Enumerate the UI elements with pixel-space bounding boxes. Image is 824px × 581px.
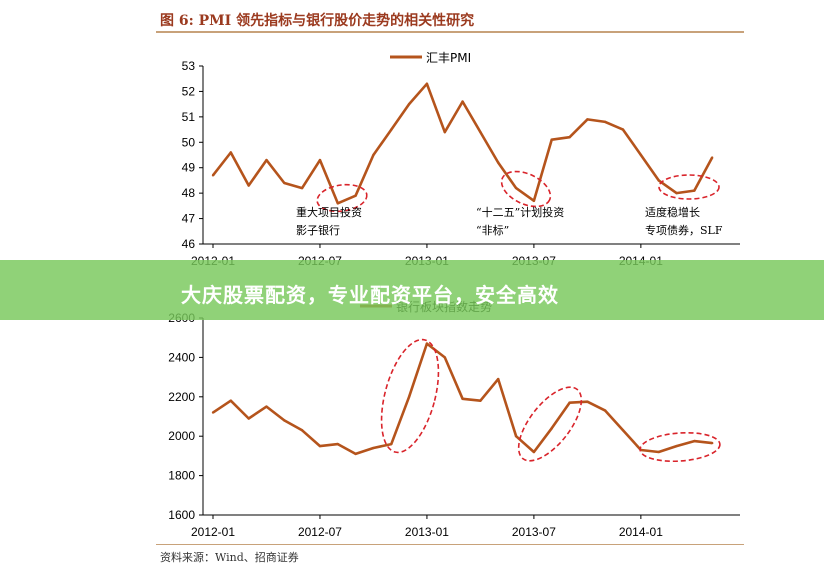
highlight-ellipse: [500, 170, 552, 208]
x-tick-label: 2014-01: [619, 525, 663, 539]
x-tick-label: 2012-07: [298, 525, 342, 539]
data-point: [514, 435, 518, 438]
data-point: [497, 377, 500, 381]
chart-panel-1: 46474849505152532012-012012-072013-01201…: [182, 51, 740, 268]
y-tick-label: 47: [182, 212, 196, 226]
data-point: [639, 153, 643, 157]
annotation-label: 影子银行: [296, 223, 340, 237]
data-point: [461, 397, 464, 400]
title-divider: [156, 31, 744, 33]
data-point: [425, 82, 429, 86]
data-point: [657, 450, 660, 454]
data-point: [479, 399, 482, 402]
data-point: [568, 401, 571, 404]
y-tick-label: 51: [182, 110, 196, 124]
legend-label: 汇丰PMI: [426, 51, 471, 65]
data-point: [550, 138, 553, 141]
data-point: [621, 128, 625, 131]
data-point: [354, 194, 357, 197]
x-tick-label: 2012-01: [191, 525, 235, 539]
data-point: [693, 189, 696, 192]
y-tick-label: 46: [182, 237, 196, 251]
data-point: [318, 158, 322, 162]
data-point: [229, 399, 233, 402]
highlight-ellipse: [639, 431, 721, 463]
data-point: [407, 395, 411, 398]
source-divider: [156, 544, 744, 545]
data-point: [336, 202, 339, 205]
source-note: 资料来源：Wind、招商证券: [160, 551, 299, 564]
data-point: [300, 429, 304, 432]
y-tick-label: 1600: [168, 508, 195, 522]
data-point: [372, 153, 375, 157]
data-point: [568, 136, 571, 139]
data-point: [247, 184, 250, 187]
highlight-ellipse: [316, 183, 368, 213]
x-tick-label: 2013-07: [512, 525, 556, 539]
highlight-ellipse: [517, 386, 583, 462]
y-tick-label: 50: [182, 135, 196, 149]
y-tick-label: 2200: [168, 390, 195, 404]
data-point: [621, 429, 625, 432]
figure-title: 图 6: PMI 领先指标与银行股价走势的相关性研究: [160, 13, 475, 29]
highlight-ellipse: [380, 338, 440, 454]
data-point: [211, 174, 215, 177]
data-point: [336, 442, 339, 446]
data-point: [497, 161, 500, 164]
data-point: [318, 444, 322, 448]
data-point: [479, 130, 482, 134]
data-point: [586, 400, 589, 403]
data-point: [532, 199, 536, 202]
data-point: [407, 102, 411, 106]
data-point: [265, 405, 268, 408]
data-point: [425, 342, 429, 345]
data-point: [675, 191, 678, 195]
data-point: [461, 100, 464, 103]
data-point: [354, 452, 357, 456]
data-point: [586, 118, 589, 121]
annotation-label: “十二五”计划投资: [476, 205, 564, 219]
data-point: [300, 186, 304, 190]
y-tick-label: 49: [182, 161, 196, 175]
y-tick-label: 1800: [168, 469, 195, 483]
data-point: [604, 409, 607, 412]
data-point: [283, 419, 286, 422]
annotation-label: “非标”: [476, 223, 509, 237]
data-point: [550, 427, 553, 430]
data-point: [390, 128, 393, 131]
data-point: [604, 120, 607, 124]
chart-panel-2: 1600180020002200240026002012-012012-0720…: [168, 299, 740, 539]
data-point: [657, 179, 660, 182]
data-point: [211, 411, 215, 414]
data-point: [247, 417, 250, 420]
y-tick-label: 2000: [168, 429, 195, 443]
promo-banner: [0, 260, 824, 320]
data-point: [514, 186, 518, 190]
data-point: [390, 442, 393, 446]
data-point: [693, 439, 696, 443]
y-tick-label: 2400: [168, 350, 195, 364]
y-tick-label: 52: [182, 84, 196, 98]
data-point: [229, 151, 233, 154]
y-tick-label: 48: [182, 186, 196, 200]
data-point: [675, 444, 678, 448]
data-point: [532, 450, 536, 454]
data-point: [372, 446, 375, 450]
highlight-ellipse: [658, 174, 720, 200]
promo-banner-text: 大庆股票配资，专业配资平台，安全高效: [181, 283, 559, 307]
annotation-label: 重大项目投资: [296, 205, 362, 219]
y-tick-label: 53: [182, 59, 196, 73]
data-point: [710, 156, 714, 159]
annotation-label: 适度稳增长: [645, 205, 700, 219]
data-point: [710, 441, 714, 445]
x-tick-label: 2013-01: [405, 525, 449, 539]
data-point: [265, 158, 268, 162]
data-point: [283, 181, 286, 185]
data-point: [443, 356, 446, 359]
data-point: [443, 130, 446, 134]
annotation-label: 专项债券，SLF: [645, 223, 723, 237]
